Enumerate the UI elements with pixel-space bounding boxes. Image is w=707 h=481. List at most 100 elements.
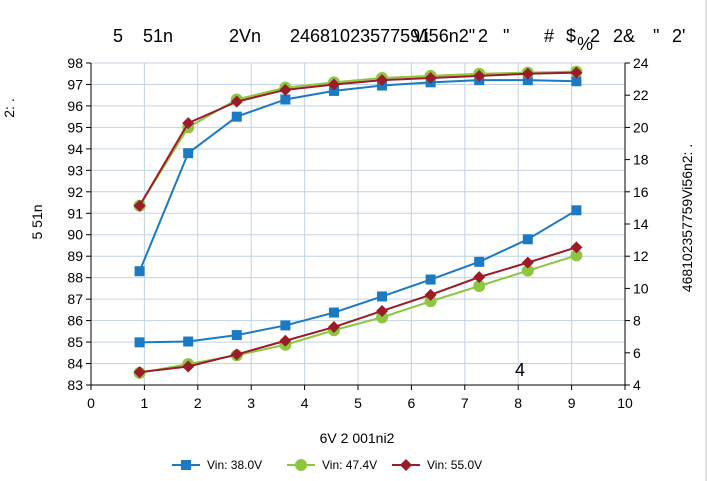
title-fragment: 5 <box>113 26 123 46</box>
circle-marker <box>570 249 583 262</box>
diamond-marker <box>424 288 437 301</box>
axes: 0 1 2 3 4 5 6 7 8 9 108384858687888990919293949596… <box>67 55 648 411</box>
x-tick-label: 6 <box>408 395 416 411</box>
y-tick-label: 91 <box>67 205 83 221</box>
title-fragment: 2& <box>613 26 635 46</box>
square-marker <box>231 111 242 122</box>
title-fragment: 2 <box>478 26 488 46</box>
y-tick-label: 84 <box>67 356 83 372</box>
circle-marker <box>295 459 307 471</box>
y2-tick-label: 24 <box>633 55 649 71</box>
square-marker <box>522 234 533 245</box>
legend-label: Vin: 38.0V <box>207 458 262 472</box>
y-tick-label: 86 <box>67 313 83 329</box>
y2-tick-label: 20 <box>633 119 649 135</box>
square-marker <box>134 266 145 277</box>
y-tick-label: 94 <box>67 141 83 157</box>
diamond-marker <box>400 459 412 471</box>
y2-tick-label: 12 <box>633 248 649 264</box>
y2-tick-label: 22 <box>633 87 649 103</box>
diamond-marker <box>473 69 486 82</box>
y2-tick-label: 14 <box>633 216 649 232</box>
square-marker <box>425 274 436 285</box>
diamond-marker <box>424 72 437 85</box>
annotation-label: 4 <box>515 360 525 380</box>
diamond-marker <box>376 74 389 87</box>
series-right-5 <box>133 241 583 379</box>
y2-tick-label: 8 <box>633 313 641 329</box>
square-marker <box>181 460 191 470</box>
x-tick-label: 9 <box>568 395 576 411</box>
square-marker <box>231 330 242 341</box>
title-fragment: Vi56n2" <box>413 26 475 46</box>
y-tick-label: 95 <box>67 119 83 135</box>
y-tick-label: 87 <box>67 291 83 307</box>
y-tick-label: 97 <box>67 76 83 92</box>
diamond-marker <box>133 366 146 379</box>
y-tick-label: 85 <box>67 334 83 350</box>
title-fragment: 2Vn <box>229 26 261 46</box>
legend-item: Vin: 47.4V <box>287 458 377 472</box>
title-fragment: % <box>577 34 593 54</box>
x-tick-label: 1 <box>141 395 149 411</box>
diamond-marker <box>230 95 243 108</box>
x-axis-title: 6V 2 001ni2 <box>320 430 395 446</box>
y-tick-label: 83 <box>67 377 83 393</box>
y-tick-label: 90 <box>67 227 83 243</box>
y-tick-label: 89 <box>67 248 83 264</box>
legend-item: Vin: 55.0V <box>392 458 482 472</box>
square-marker <box>571 205 582 216</box>
diamond-marker <box>521 67 534 80</box>
y2-tick-label: 10 <box>633 280 649 296</box>
square-marker <box>522 75 533 86</box>
x-tick-label: 3 <box>247 395 255 411</box>
x-tick-label: 0 <box>87 395 95 411</box>
legend: Vin: 38.0V Vin: 47.4V Vin: 55.0V <box>172 458 482 472</box>
title-fragment: 2 <box>590 26 600 46</box>
diamond-marker <box>230 348 243 361</box>
title-fragment: # <box>544 26 554 46</box>
diamond-marker <box>327 321 340 334</box>
diamond-marker <box>182 360 195 373</box>
diamond-marker <box>570 66 583 79</box>
axis-labels: 6V 2 001ni2 5 51n 2: . 468102357759Vi56n2: … <box>1 98 695 446</box>
diamond-marker <box>473 271 486 284</box>
square-marker <box>183 336 194 347</box>
y2-tick-label: 18 <box>633 152 649 168</box>
square-marker <box>134 337 145 348</box>
square-marker <box>474 256 485 267</box>
title-fragment: 24681023577591 <box>290 26 430 46</box>
series-line <box>139 209 577 344</box>
series-line <box>139 246 577 374</box>
series-layer <box>133 65 583 379</box>
diamond-marker <box>279 83 292 96</box>
diamond-marker <box>279 334 292 347</box>
title-fragment: " <box>503 26 509 46</box>
diamond-marker <box>570 241 583 254</box>
square-marker <box>280 320 291 331</box>
legend-item: Vin: 38.0V <box>172 458 262 472</box>
legend-label: Vin: 55.0V <box>427 458 482 472</box>
y-tick-label: 98 <box>67 55 83 71</box>
circle-marker <box>521 264 534 277</box>
square-marker <box>377 291 388 302</box>
title-fragment: 51n <box>143 26 173 46</box>
square-marker <box>280 94 291 105</box>
legend-label: Vin: 47.4V <box>322 458 377 472</box>
square-marker <box>183 148 194 159</box>
y-tick-label: 96 <box>67 98 83 114</box>
square-marker <box>571 76 582 87</box>
y-tick-label: 88 <box>67 270 83 286</box>
title-fragment: 2' <box>672 26 685 46</box>
circle-marker <box>376 311 389 324</box>
x-tick-label: 5 <box>354 395 362 411</box>
x-tick-label: 10 <box>617 395 633 411</box>
y-axis-title: 5 51n <box>29 204 45 239</box>
y-tick-label: 92 <box>67 184 83 200</box>
x-tick-label: 7 <box>461 395 469 411</box>
title-fragment: $ <box>566 26 576 46</box>
y2-axis-title: 468102357759Vi56n2: . <box>679 144 695 292</box>
circle-marker <box>424 295 437 308</box>
